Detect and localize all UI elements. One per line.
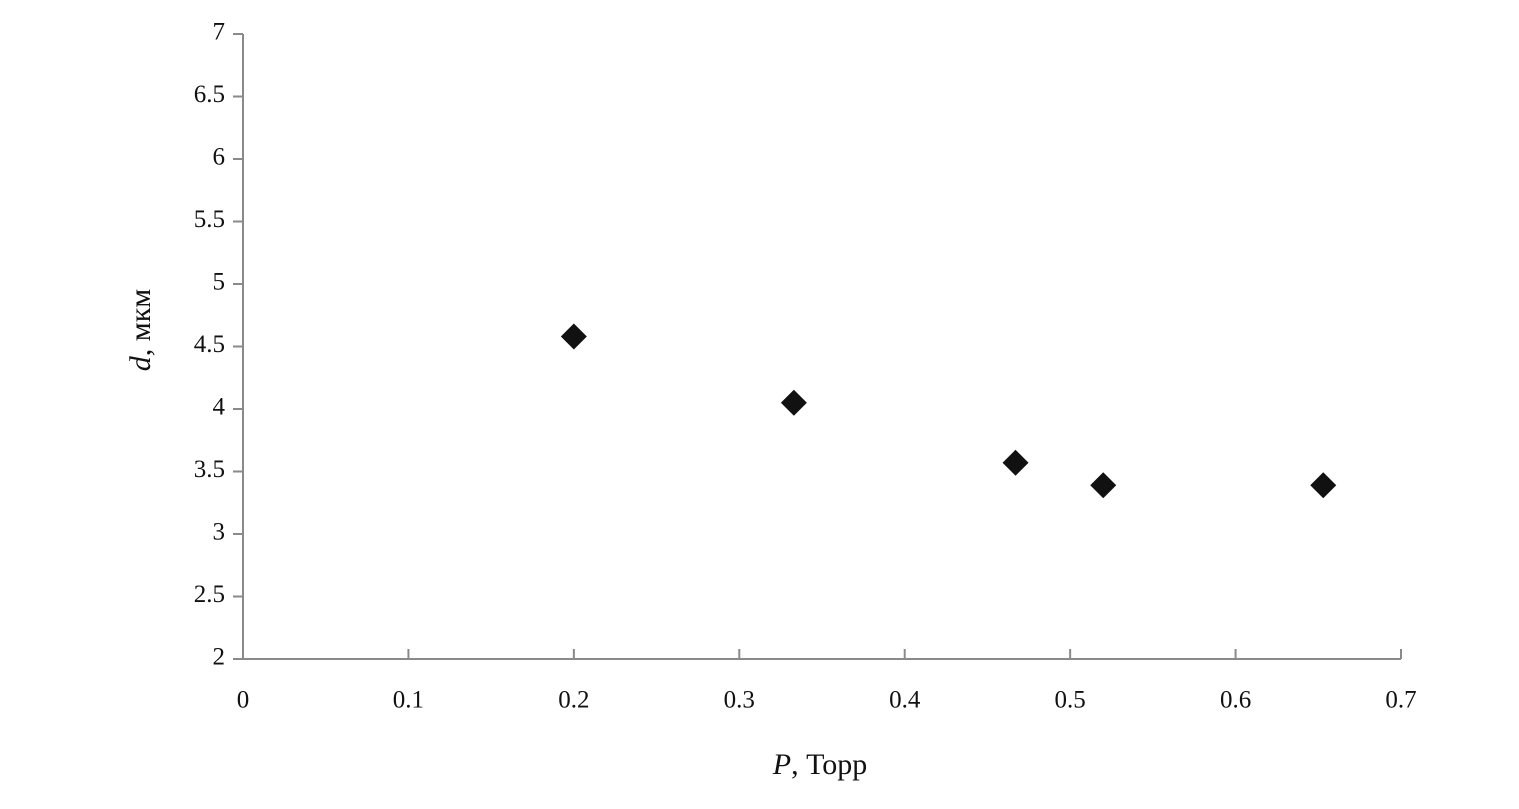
y-axis-symbol: d (124, 355, 157, 371)
y-tick-label: 4.5 (194, 331, 225, 358)
y-tick-label: 2 (213, 644, 226, 671)
y-tick-label: 7 (213, 19, 226, 46)
y-tick-label: 2.5 (194, 581, 225, 608)
y-tick-label: 3.5 (194, 456, 225, 483)
x-tick-label: 0.1 (393, 687, 424, 714)
data-point (560, 323, 587, 350)
y-axis-label: d, мкм (124, 289, 157, 372)
y-tick-label: 6.5 (194, 81, 225, 108)
x-axis-symbol: P (772, 748, 791, 781)
data-point (780, 389, 807, 416)
x-tick-label: 0.6 (1220, 687, 1251, 714)
y-axis-unit: , мкм (124, 289, 157, 357)
x-tick-label: 0.4 (889, 687, 921, 714)
y-tick-label: 5.5 (194, 206, 225, 233)
data-point (1002, 449, 1029, 476)
y-tick-label: 5 (213, 269, 226, 296)
y-tick-label: 4 (213, 394, 226, 421)
x-tick-label: 0.2 (558, 687, 589, 714)
x-tick-label: 0 (237, 687, 250, 714)
data-point (1090, 472, 1117, 499)
x-tick-label: 0.3 (724, 687, 755, 714)
x-tick-label: 0.7 (1385, 687, 1416, 714)
x-axis-label: P, Торр (772, 748, 867, 781)
x-axis-unit: , Торр (791, 748, 867, 781)
x-tick-label: 0.5 (1055, 687, 1086, 714)
y-tick-label: 6 (213, 144, 226, 171)
y-tick-label: 3 (213, 519, 226, 546)
data-point (1310, 472, 1337, 499)
